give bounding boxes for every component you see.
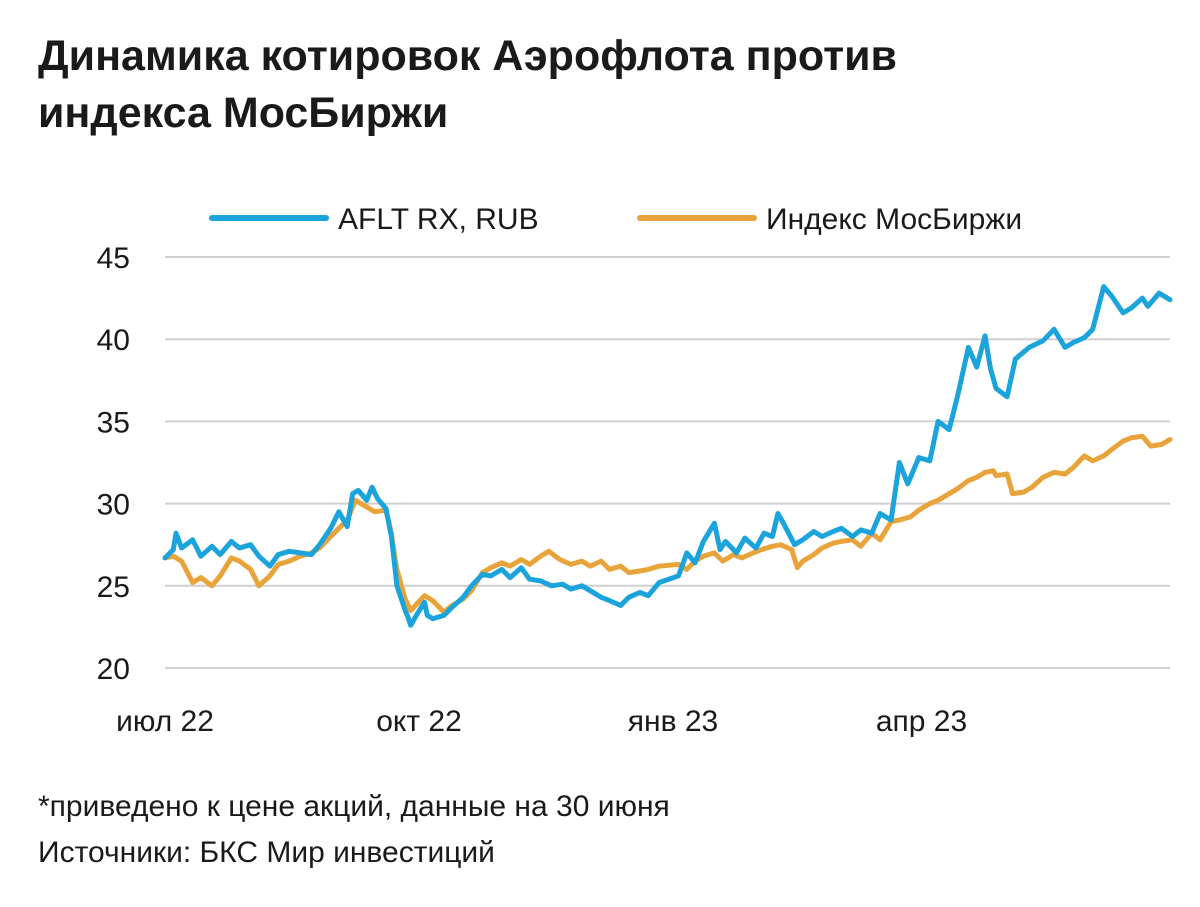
- y-axis: 20 25 30 35 40 45: [97, 242, 130, 686]
- chart-notes: *приведено к цене акций, данные на 30 ию…: [38, 784, 670, 876]
- series-line-moex: [162, 433, 1173, 615]
- y-tick-label: 35: [97, 406, 130, 439]
- source-note: Источники: БКС Мир инвестиций: [38, 836, 495, 869]
- footnote: *приведено к цене акций, данные на 30 ию…: [38, 790, 670, 823]
- chart-title-line-1: Динамика котировок Аэрофлота против: [38, 32, 897, 80]
- chart-title-line-2: индекса МосБиржи: [38, 89, 449, 137]
- x-tick-label: июл 22: [116, 705, 214, 738]
- series-line-aflt: [162, 284, 1173, 628]
- y-tick-label: 45: [97, 242, 130, 275]
- y-tick-label: 40: [97, 324, 130, 357]
- legend-label: AFLT RX, RUB: [338, 203, 539, 236]
- x-tick-label: апр 23: [876, 705, 967, 738]
- legend: AFLT RX, RUB Индекс МосБиржи: [209, 203, 1022, 236]
- series-lines: [162, 284, 1173, 628]
- y-tick-label: 25: [97, 571, 130, 604]
- gridlines: [165, 256, 1170, 669]
- chart-title: Динамика котировок Аэрофлота против инде…: [38, 28, 1138, 142]
- x-tick-label: янв 23: [628, 705, 718, 738]
- x-axis: июл 22 окт 22 янв 23 апр 23: [116, 705, 967, 738]
- y-tick-label: 20: [97, 653, 130, 686]
- x-tick-label: окт 22: [376, 705, 462, 738]
- legend-label: Индекс МосБиржи: [766, 203, 1022, 236]
- y-tick-label: 30: [97, 489, 130, 522]
